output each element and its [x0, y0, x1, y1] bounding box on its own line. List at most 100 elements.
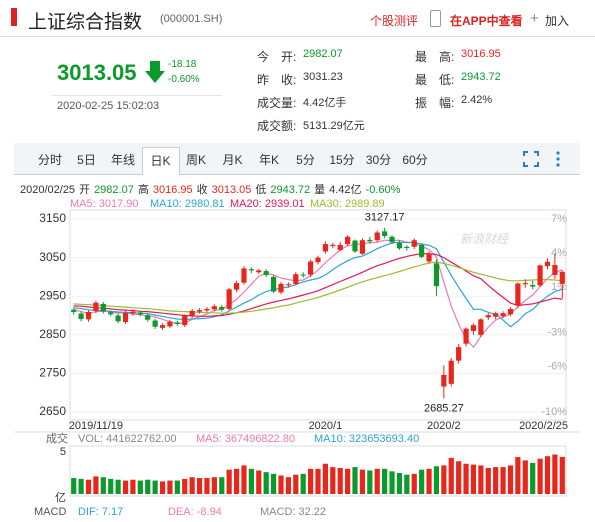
candle-body — [108, 312, 114, 315]
candle-body — [396, 242, 403, 249]
volume-bar — [270, 473, 277, 494]
volume-bar — [478, 465, 484, 494]
volume-bar — [552, 454, 558, 494]
volume-bar — [300, 473, 306, 494]
volume-bar — [189, 477, 195, 494]
tab[interactable]: 年K — [258, 153, 279, 167]
volume-bar — [196, 478, 203, 494]
candle-body — [544, 261, 551, 267]
price: 3013.05 — [57, 60, 137, 85]
candle-body — [226, 289, 232, 309]
toolbar-icons — [523, 151, 560, 167]
info-line: 2020/02/25 开 2982.07 高 3016.95 收 3013.05 低 2943.… — [20, 181, 404, 197]
tab[interactable]: 分时 — [37, 153, 62, 167]
candle-body — [263, 271, 269, 275]
candle-body — [211, 306, 217, 310]
candle-body — [419, 244, 425, 257]
legend-entry: MA30: 2989.89 — [310, 198, 385, 210]
tab[interactable]: 月K — [222, 153, 243, 167]
volume-bar — [382, 468, 388, 494]
volume-bar — [493, 467, 499, 494]
tab[interactable]: 年线 — [110, 153, 135, 167]
volume-bar — [507, 465, 514, 494]
legend-entry: MA20: 2939.01 — [230, 198, 305, 210]
volume-bar — [233, 468, 240, 494]
tab[interactable]: 日K — [141, 147, 180, 175]
volume-bar — [263, 472, 269, 494]
volume-bar — [122, 480, 129, 494]
candle-body — [426, 253, 432, 262]
tab[interactable]: 15分 — [329, 153, 355, 167]
plot-frame — [69, 209, 567, 421]
volume-bar — [367, 470, 373, 494]
candle-body — [322, 244, 329, 252]
volume-bar — [182, 478, 188, 494]
volume-bar — [241, 465, 247, 494]
volume-bar — [530, 462, 536, 494]
tab[interactable]: 周K — [185, 153, 206, 167]
volume-bar — [448, 457, 454, 494]
candle-body — [530, 285, 536, 287]
candle-body — [300, 274, 306, 276]
info-label: 2020/02/25 — [20, 184, 76, 196]
stat-label: 振 幅: — [415, 96, 455, 110]
volume-bar — [78, 478, 84, 494]
volume-bar — [85, 479, 92, 494]
divider — [52, 95, 222, 96]
title-icon — [11, 8, 17, 26]
candle-body — [367, 239, 373, 242]
link[interactable]: 加入 — [545, 14, 570, 28]
volume-bar — [352, 467, 358, 494]
candle-body — [441, 374, 447, 387]
volume-bar — [345, 468, 351, 494]
volume-bar — [544, 456, 551, 494]
stat-label: 最 高: — [415, 50, 455, 64]
candle-body — [382, 231, 388, 236]
top-bar — [0, 0, 595, 37]
volume-bar — [285, 477, 291, 494]
macd-legend: MACD — [34, 506, 66, 518]
x-tick-label: 2019/11/19 — [69, 420, 123, 432]
code: (000001.SH) — [160, 13, 223, 25]
y-tick-label: 3050 — [39, 250, 66, 264]
volume-bar — [278, 475, 284, 494]
volume-bar — [389, 471, 395, 494]
tab[interactable]: 5日 — [77, 153, 96, 167]
tab[interactable]: 5分 — [296, 153, 315, 167]
volume-bar — [256, 470, 262, 494]
x-tick-label: 2020/1 — [309, 420, 343, 432]
y2-tick-label: 7% — [551, 213, 567, 225]
tab-bar — [14, 143, 580, 175]
volume-bar — [115, 479, 121, 494]
candle-body — [93, 302, 99, 311]
volume-bar — [307, 468, 314, 494]
volume-bar — [226, 469, 232, 494]
info-value: 3013.05 — [211, 184, 252, 196]
candle-body — [189, 310, 195, 317]
link[interactable]: 个股测评 — [370, 14, 419, 28]
candle-body — [285, 284, 291, 286]
candle-body — [433, 263, 440, 287]
x-tick-label: 2020/2/25 — [519, 420, 568, 432]
link[interactable]: 在APP中查看 — [450, 14, 523, 28]
volume-bar — [130, 479, 136, 494]
volume-legend: VOL: 441622762.00 — [78, 433, 176, 445]
volume-bar — [456, 461, 462, 494]
candle-body — [315, 257, 321, 263]
candle-body — [233, 283, 240, 290]
candle-body — [256, 270, 262, 273]
tab[interactable]: 30分 — [365, 153, 392, 167]
y2-tick-label: 1% — [551, 281, 567, 293]
volume-bar — [211, 477, 217, 494]
candle-body — [404, 246, 410, 248]
stat-value: 2.42% — [461, 94, 493, 106]
tab[interactable]: 60分 — [402, 153, 428, 167]
down-arrow — [145, 61, 165, 83]
volume-bar — [396, 473, 403, 494]
candle-body — [182, 315, 188, 326]
y2-tick-label: -6% — [547, 360, 567, 372]
volume-bar — [293, 474, 299, 494]
volume-bar — [219, 477, 225, 494]
candle-body — [456, 347, 462, 361]
